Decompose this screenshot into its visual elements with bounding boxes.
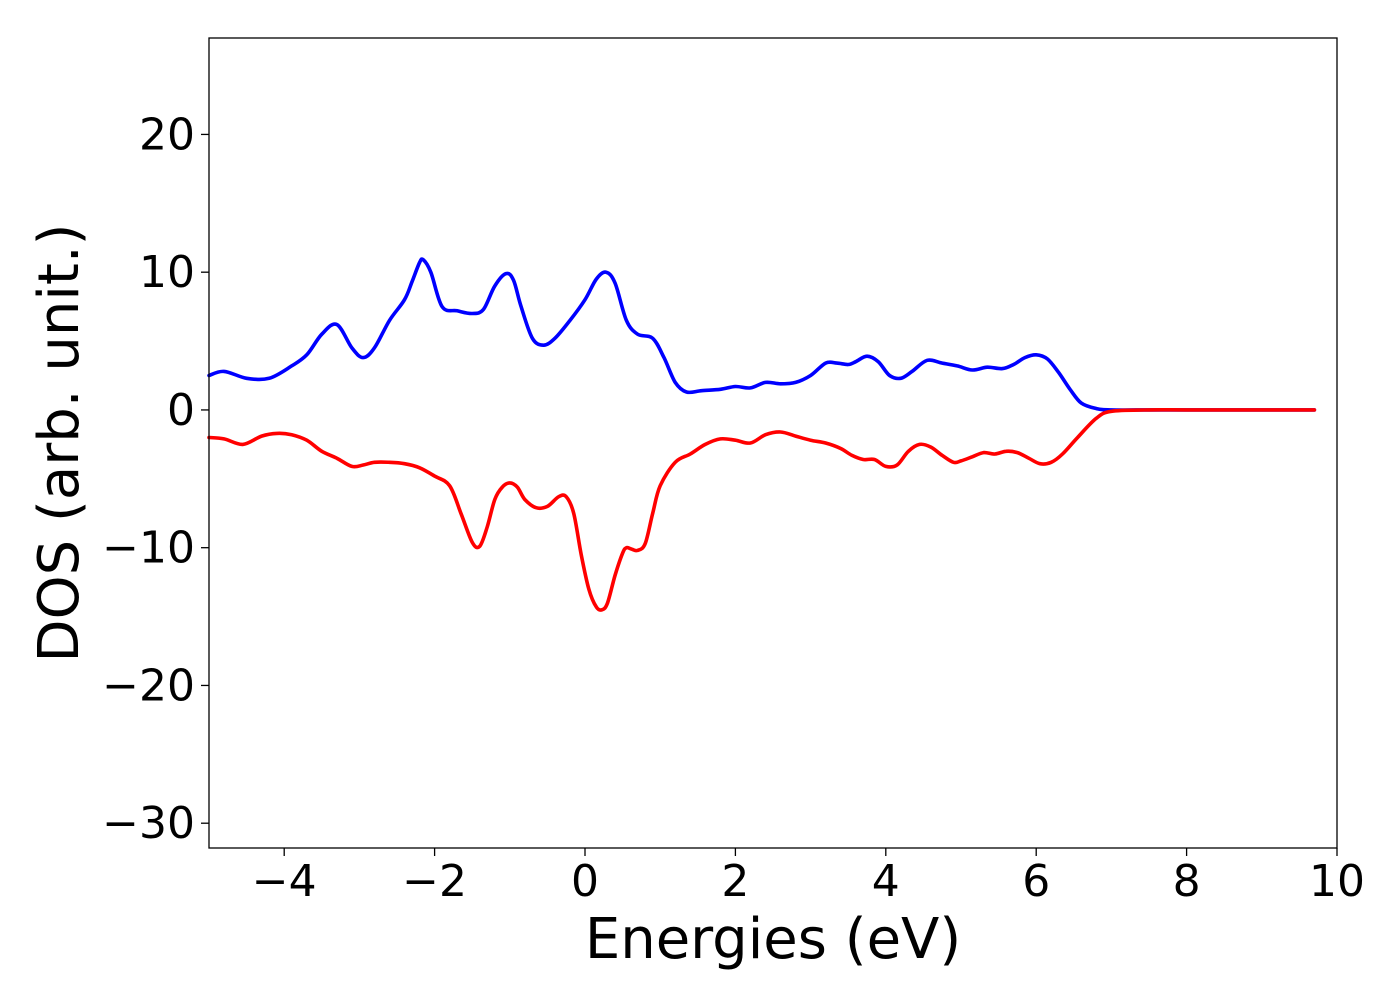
x-axis: −4 −2 0 2 4 6 8 10 <box>252 848 1365 907</box>
series-line-0 <box>207 257 1317 412</box>
y-tick-label: −30 <box>102 798 195 849</box>
x-tick-label: 6 <box>1022 856 1050 907</box>
x-tick-label: −4 <box>252 856 317 907</box>
series-line-1 <box>207 408 1317 612</box>
y-tick-label: −10 <box>102 523 195 574</box>
x-axis-title: Energies (eV) <box>585 907 961 972</box>
x-tick-label: 10 <box>1309 856 1365 907</box>
y-tick-label: 20 <box>139 109 195 160</box>
x-tick-label: 0 <box>571 856 599 907</box>
x-tick-label: 8 <box>1173 856 1201 907</box>
x-tick-label: −2 <box>402 856 467 907</box>
series-layer <box>207 257 1317 612</box>
y-axis: 20 10 0 −10 −20 −30 <box>102 109 209 849</box>
y-tick-label: 10 <box>139 247 195 298</box>
x-tick-label: 2 <box>721 856 749 907</box>
y-axis-title: DOS (arb. unit.) <box>27 223 92 662</box>
y-tick-label: −20 <box>102 660 195 711</box>
y-tick-label: 0 <box>167 385 195 436</box>
plot-frame <box>208 37 1338 849</box>
x-tick-label: 4 <box>872 856 900 907</box>
